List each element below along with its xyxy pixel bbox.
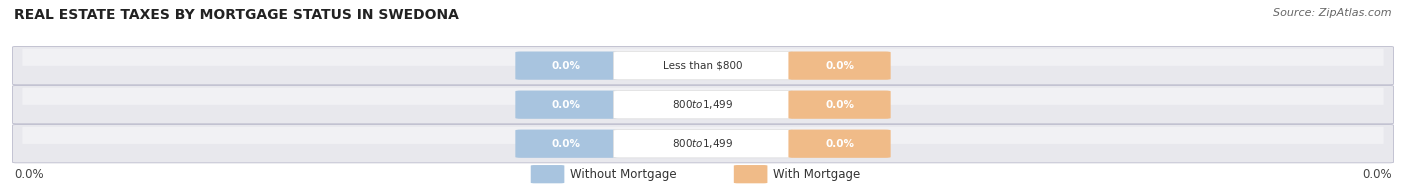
Text: 0.0%: 0.0% bbox=[825, 100, 853, 110]
FancyBboxPatch shape bbox=[789, 52, 890, 80]
FancyBboxPatch shape bbox=[613, 52, 793, 80]
Text: Less than $800: Less than $800 bbox=[664, 61, 742, 71]
FancyBboxPatch shape bbox=[13, 46, 1393, 85]
Text: 0.0%: 0.0% bbox=[825, 61, 853, 71]
Text: $800 to $1,499: $800 to $1,499 bbox=[672, 98, 734, 111]
FancyBboxPatch shape bbox=[13, 85, 1393, 124]
Text: 0.0%: 0.0% bbox=[14, 168, 44, 181]
FancyBboxPatch shape bbox=[613, 130, 793, 158]
FancyBboxPatch shape bbox=[22, 88, 1384, 105]
Text: 0.0%: 0.0% bbox=[553, 139, 581, 149]
FancyBboxPatch shape bbox=[516, 91, 617, 119]
Text: $800 to $1,499: $800 to $1,499 bbox=[672, 137, 734, 150]
FancyBboxPatch shape bbox=[13, 125, 1393, 163]
Text: 0.0%: 0.0% bbox=[825, 139, 853, 149]
FancyBboxPatch shape bbox=[516, 130, 617, 158]
FancyBboxPatch shape bbox=[613, 91, 793, 119]
FancyBboxPatch shape bbox=[530, 165, 564, 183]
FancyBboxPatch shape bbox=[22, 49, 1384, 66]
Text: 0.0%: 0.0% bbox=[553, 61, 581, 71]
Text: REAL ESTATE TAXES BY MORTGAGE STATUS IN SWEDONA: REAL ESTATE TAXES BY MORTGAGE STATUS IN … bbox=[14, 8, 458, 23]
Text: With Mortgage: With Mortgage bbox=[773, 168, 860, 181]
FancyBboxPatch shape bbox=[789, 130, 890, 158]
FancyBboxPatch shape bbox=[22, 127, 1384, 144]
Text: Source: ZipAtlas.com: Source: ZipAtlas.com bbox=[1274, 8, 1392, 18]
Text: Without Mortgage: Without Mortgage bbox=[569, 168, 676, 181]
FancyBboxPatch shape bbox=[789, 91, 890, 119]
Text: 0.0%: 0.0% bbox=[553, 100, 581, 110]
FancyBboxPatch shape bbox=[516, 52, 617, 80]
FancyBboxPatch shape bbox=[734, 165, 768, 183]
Text: 0.0%: 0.0% bbox=[1362, 168, 1392, 181]
